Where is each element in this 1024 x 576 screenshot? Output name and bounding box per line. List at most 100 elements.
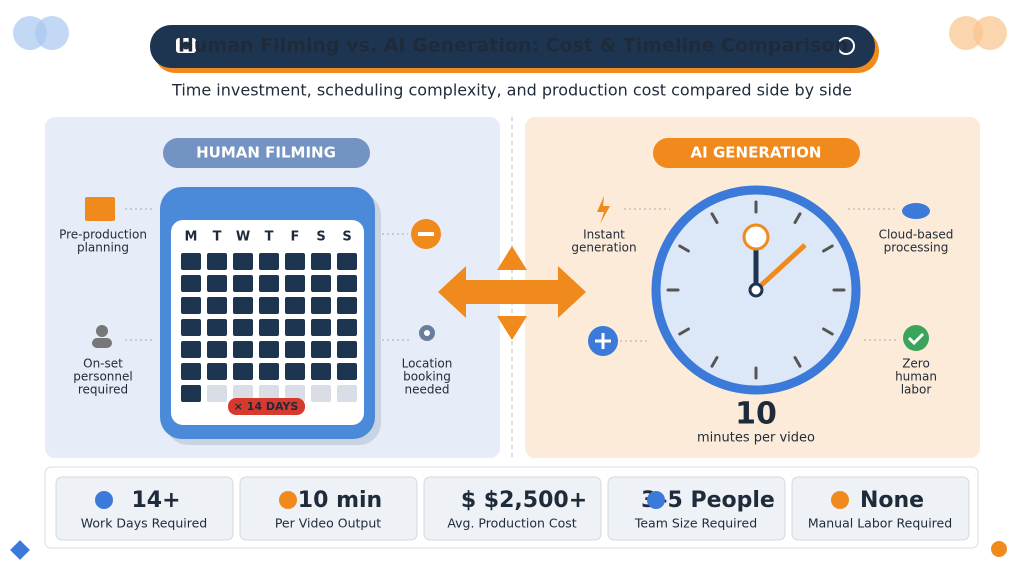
stat-value: None <box>860 488 924 513</box>
calendar-day <box>207 297 227 314</box>
clock-tick <box>822 327 834 336</box>
badge: × 14 DAYS <box>234 400 299 413</box>
calendar-day <box>233 363 253 380</box>
calendar-day <box>181 275 201 292</box>
calendar-day <box>311 363 331 380</box>
calendar-day <box>233 253 253 270</box>
note: Cloud-based <box>879 228 954 242</box>
weekday: S <box>342 230 351 245</box>
calendar-day <box>233 341 253 358</box>
subtitle: Time investment, scheduling complexity, … <box>171 81 852 100</box>
clock-tick <box>710 356 719 368</box>
stat-label: Manual Labor Required <box>808 516 952 531</box>
calendar-day <box>337 341 357 358</box>
calendar-day <box>285 297 305 314</box>
note: human <box>895 370 937 384</box>
big-number: 10 <box>735 397 777 432</box>
calendar-day <box>181 341 201 358</box>
weekday: T <box>265 230 274 245</box>
calendar-day <box>181 253 201 270</box>
weekday: T <box>213 230 222 245</box>
clock-tick <box>678 327 690 336</box>
stat-icon <box>279 491 297 509</box>
calendar-day <box>259 341 279 358</box>
stat-label: Avg. Production Cost <box>447 516 576 531</box>
weekday: W <box>236 230 250 245</box>
note: planning <box>77 241 129 255</box>
calendar-day <box>233 275 253 292</box>
clock-tick <box>822 244 834 253</box>
calendar-day <box>285 363 305 380</box>
calendar-day <box>259 297 279 314</box>
calendar-day <box>337 275 357 292</box>
title: Human Filming vs. AI Generation: Cost & … <box>178 35 848 57</box>
calendar-day <box>207 319 227 336</box>
stat-icon <box>647 491 665 509</box>
note: personnel <box>73 370 132 384</box>
calendar-day <box>311 319 331 336</box>
note: Instant <box>583 228 625 242</box>
weekday: S <box>316 230 325 245</box>
stat-icon <box>831 491 849 509</box>
clock-tick <box>710 212 719 224</box>
note: required <box>78 383 128 397</box>
calendar-day <box>259 319 279 336</box>
calendar-day <box>311 297 331 314</box>
calendar-day <box>285 253 305 270</box>
calendar-day <box>311 385 331 402</box>
big-label: minutes per video <box>697 431 815 446</box>
calendar-day <box>207 253 227 270</box>
calendar-day <box>259 363 279 380</box>
calendar-day <box>259 253 279 270</box>
calendar-day <box>337 363 357 380</box>
stat-value: $ $2,500+ <box>461 488 587 513</box>
calendar-day <box>259 275 279 292</box>
panel-title: AI GENERATION <box>691 144 822 162</box>
note: Location <box>402 357 453 371</box>
stat-card <box>423 476 602 541</box>
calendar-day <box>207 275 227 292</box>
calendar-day <box>285 275 305 292</box>
clock-tick <box>793 212 802 224</box>
calendar-day <box>259 385 279 402</box>
stat-value: 10 min <box>298 488 382 513</box>
calendar-day <box>181 385 201 402</box>
calendar-day <box>311 253 331 270</box>
note: needed <box>405 383 450 397</box>
calendar-day <box>311 341 331 358</box>
panel-title: HUMAN FILMING <box>196 144 336 162</box>
note: Pre-production <box>59 228 147 242</box>
calendar-day <box>233 297 253 314</box>
note: generation <box>571 241 636 255</box>
calendar-day <box>181 363 201 380</box>
calendar-day <box>181 297 201 314</box>
stat-label: Per Video Output <box>275 516 381 531</box>
stat-value: 14+ <box>131 488 180 513</box>
calendar-day <box>337 385 357 402</box>
note: On-set <box>83 357 123 371</box>
stat-label: Team Size Required <box>634 516 757 531</box>
calendar-day <box>207 341 227 358</box>
calendar-day <box>233 385 253 402</box>
note: labor <box>901 383 932 397</box>
note: processing <box>884 241 949 255</box>
calendar-day <box>311 275 331 292</box>
calendar-day <box>337 253 357 270</box>
calendar-day <box>233 319 253 336</box>
clock-tick <box>678 244 690 253</box>
calendar-day <box>285 341 305 358</box>
calendar-day <box>285 319 305 336</box>
calendar-day <box>207 385 227 402</box>
clock-tick <box>793 356 802 368</box>
calendar-day <box>207 363 227 380</box>
note: booking <box>403 370 451 384</box>
calendar-day <box>337 297 357 314</box>
weekday: F <box>291 230 300 245</box>
stat-label: Work Days Required <box>81 516 207 531</box>
calendar-day <box>285 385 305 402</box>
calendar-day <box>337 319 357 336</box>
calendar-day <box>181 319 201 336</box>
stat-icon <box>95 491 113 509</box>
